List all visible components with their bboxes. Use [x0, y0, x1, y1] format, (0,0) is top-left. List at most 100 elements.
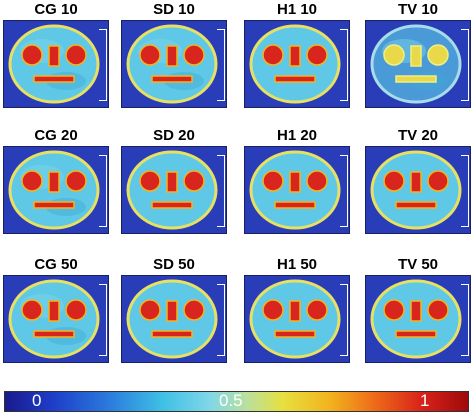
- mouth: [395, 201, 437, 209]
- mouth: [151, 75, 193, 83]
- frame-bracket: [217, 29, 225, 101]
- nose: [410, 171, 422, 193]
- mouth: [395, 75, 437, 83]
- phantom-head: [8, 150, 100, 230]
- panel-title: SD 50: [153, 256, 195, 273]
- phantom-image: [121, 146, 227, 234]
- phantom-image: [365, 146, 471, 234]
- nose: [48, 171, 60, 193]
- panel-title: H1 50: [276, 256, 318, 273]
- panel-title: H1 10: [276, 1, 318, 18]
- right-eye: [427, 299, 449, 321]
- frame-bracket: [99, 155, 107, 227]
- left-eye: [383, 44, 405, 66]
- frame-bracket: [340, 155, 348, 227]
- left-eye: [21, 44, 43, 66]
- frame-bracket: [340, 29, 348, 101]
- phantom-head: [249, 279, 341, 359]
- mouth: [151, 201, 193, 209]
- right-eye: [183, 170, 205, 192]
- nose: [48, 300, 60, 322]
- phantom-image: [365, 275, 471, 363]
- right-eye: [306, 299, 328, 321]
- phantom-head: [249, 24, 341, 104]
- phantom-image: [3, 275, 109, 363]
- right-eye: [183, 299, 205, 321]
- nose: [48, 45, 60, 67]
- phantom-image: [244, 275, 350, 363]
- mouth: [274, 330, 316, 338]
- mouth: [274, 201, 316, 209]
- mouth: [274, 75, 316, 83]
- panel-title: H1 20: [276, 127, 318, 144]
- panel-title: CG 50: [34, 256, 78, 273]
- panel-title: TV 20: [397, 127, 439, 144]
- phantom-head: [126, 150, 218, 230]
- mouth: [33, 330, 75, 338]
- left-eye: [262, 170, 284, 192]
- right-eye: [65, 170, 87, 192]
- left-eye: [21, 299, 43, 321]
- phantom-head: [370, 150, 462, 230]
- frame-bracket: [340, 284, 348, 356]
- mouth: [33, 75, 75, 83]
- phantom-head: [8, 24, 100, 104]
- panel-title: SD 10: [153, 1, 195, 18]
- right-eye: [427, 44, 449, 66]
- left-eye: [139, 299, 161, 321]
- left-eye: [139, 44, 161, 66]
- phantom-image: [121, 20, 227, 108]
- phantom-head: [126, 24, 218, 104]
- frame-bracket: [461, 284, 469, 356]
- colorbar-label-0: 0: [32, 391, 42, 410]
- frame-bracket: [217, 155, 225, 227]
- nose: [289, 45, 301, 67]
- left-eye: [383, 299, 405, 321]
- colorbar-label-half: 0.5: [219, 391, 243, 410]
- nose: [166, 300, 178, 322]
- phantom-head: [370, 279, 462, 359]
- mouth: [151, 330, 193, 338]
- phantom-head: [370, 24, 462, 104]
- phantom-image: [244, 20, 350, 108]
- phantom-image: [244, 146, 350, 234]
- frame-bracket: [217, 284, 225, 356]
- panel-title: TV 50: [397, 256, 439, 273]
- nose: [410, 300, 422, 322]
- phantom-image: [3, 146, 109, 234]
- right-eye: [65, 299, 87, 321]
- right-eye: [306, 44, 328, 66]
- left-eye: [383, 170, 405, 192]
- frame-bracket: [461, 155, 469, 227]
- panel-title: CG 10: [34, 1, 78, 18]
- panel-title: SD 20: [153, 127, 195, 144]
- left-eye: [21, 170, 43, 192]
- panel-title: TV 10: [397, 1, 439, 18]
- panel-title: CG 20: [34, 127, 78, 144]
- right-eye: [65, 44, 87, 66]
- mouth: [33, 201, 75, 209]
- frame-bracket: [461, 29, 469, 101]
- nose: [289, 171, 301, 193]
- left-eye: [262, 299, 284, 321]
- nose: [410, 45, 422, 67]
- phantom-head: [249, 150, 341, 230]
- frame-bracket: [99, 284, 107, 356]
- phantom-image: [121, 275, 227, 363]
- right-eye: [183, 44, 205, 66]
- phantom-head: [126, 279, 218, 359]
- colorbar: [4, 391, 469, 412]
- mouth: [395, 330, 437, 338]
- phantom-image: [3, 20, 109, 108]
- left-eye: [139, 170, 161, 192]
- nose: [166, 171, 178, 193]
- nose: [289, 300, 301, 322]
- nose: [166, 45, 178, 67]
- colorbar-label-1: 1: [420, 391, 430, 410]
- frame-bracket: [99, 29, 107, 101]
- right-eye: [427, 170, 449, 192]
- left-eye: [262, 44, 284, 66]
- right-eye: [306, 170, 328, 192]
- phantom-head: [8, 279, 100, 359]
- phantom-image: [365, 20, 471, 108]
